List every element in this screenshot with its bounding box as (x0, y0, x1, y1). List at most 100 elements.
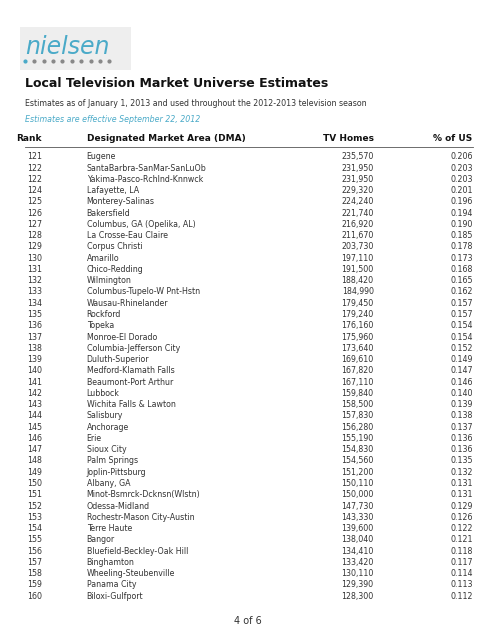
Text: La Crosse-Eau Claire: La Crosse-Eau Claire (87, 231, 168, 240)
Text: 134: 134 (27, 299, 42, 308)
Text: 0.168: 0.168 (450, 265, 473, 274)
Text: 0.165: 0.165 (450, 276, 473, 285)
Text: Joplin-Pittsburg: Joplin-Pittsburg (87, 468, 146, 477)
Text: Columbus, GA (Opelika, AL): Columbus, GA (Opelika, AL) (87, 220, 195, 229)
Text: Minot-Bsmrck-Dcknsn(Wlstn): Minot-Bsmrck-Dcknsn(Wlstn) (87, 490, 200, 499)
Text: 0.194: 0.194 (450, 209, 473, 218)
Text: 159: 159 (27, 580, 42, 589)
Text: 147,730: 147,730 (342, 502, 374, 511)
Text: Eugene: Eugene (87, 152, 116, 161)
Text: 221,740: 221,740 (342, 209, 374, 218)
Text: 0.113: 0.113 (450, 580, 473, 589)
Text: 0.149: 0.149 (450, 355, 473, 364)
Text: 224,240: 224,240 (342, 197, 374, 206)
Text: 157: 157 (27, 558, 42, 567)
Text: 0.140: 0.140 (450, 389, 473, 398)
Text: 159,840: 159,840 (342, 389, 374, 398)
Text: SantaBarbra-SanMar-SanLuOb: SantaBarbra-SanMar-SanLuOb (87, 164, 206, 173)
Text: 0.147: 0.147 (450, 366, 473, 375)
Text: Wilmington: Wilmington (87, 276, 132, 285)
Text: 0.173: 0.173 (450, 253, 473, 262)
Text: Estimates are effective September 22, 2012: Estimates are effective September 22, 20… (25, 115, 200, 124)
Text: 203,730: 203,730 (342, 243, 374, 252)
Text: 0.157: 0.157 (450, 299, 473, 308)
Text: 147: 147 (27, 445, 42, 454)
Text: Salisbury: Salisbury (87, 412, 123, 420)
Text: 0.185: 0.185 (450, 231, 473, 240)
Text: 157,830: 157,830 (342, 412, 374, 420)
Text: 0.146: 0.146 (450, 378, 473, 387)
Text: 138: 138 (27, 344, 42, 353)
Text: Bakersfield: Bakersfield (87, 209, 130, 218)
Text: 138,040: 138,040 (342, 535, 374, 544)
Text: 122: 122 (27, 175, 42, 184)
Text: 122: 122 (27, 164, 42, 173)
Text: Rockford: Rockford (87, 310, 121, 319)
Text: Wheeling-Steubenville: Wheeling-Steubenville (87, 569, 175, 578)
Text: 124: 124 (27, 186, 42, 195)
Text: 143: 143 (27, 400, 42, 409)
Text: 0.201: 0.201 (450, 186, 473, 195)
Text: 0.132: 0.132 (450, 468, 473, 477)
Text: 130,110: 130,110 (342, 569, 374, 578)
Text: 0.136: 0.136 (450, 445, 473, 454)
Text: 216,920: 216,920 (342, 220, 374, 229)
Text: 0.117: 0.117 (450, 558, 473, 567)
Text: Bluefield-Beckley-Oak Hill: Bluefield-Beckley-Oak Hill (87, 547, 188, 556)
Text: 0.135: 0.135 (450, 456, 473, 465)
Text: 169,610: 169,610 (342, 355, 374, 364)
Text: 175,960: 175,960 (342, 333, 374, 342)
Text: 0.154: 0.154 (450, 333, 473, 342)
Text: 154,560: 154,560 (342, 456, 374, 465)
Text: 128,300: 128,300 (342, 591, 374, 600)
Text: Anchorage: Anchorage (87, 422, 129, 431)
Text: 0.112: 0.112 (450, 591, 473, 600)
Text: % of US: % of US (434, 134, 473, 143)
Text: Rochestr-Mason City-Austin: Rochestr-Mason City-Austin (87, 513, 194, 522)
Text: Wichita Falls & Lawton: Wichita Falls & Lawton (87, 400, 176, 409)
Text: 167,110: 167,110 (342, 378, 374, 387)
Text: 145: 145 (27, 422, 42, 431)
Text: 179,450: 179,450 (342, 299, 374, 308)
Text: Beaumont-Port Arthur: Beaumont-Port Arthur (87, 378, 173, 387)
Text: 155: 155 (27, 535, 42, 544)
Text: Columbus-Tupelo-W Pnt-Hstn: Columbus-Tupelo-W Pnt-Hstn (87, 287, 200, 296)
Text: 140: 140 (27, 366, 42, 375)
Text: 0.129: 0.129 (450, 502, 473, 511)
Text: 154,830: 154,830 (342, 445, 374, 454)
Text: 128: 128 (27, 231, 42, 240)
Text: 167,820: 167,820 (342, 366, 374, 375)
Text: 0.118: 0.118 (450, 547, 473, 556)
Text: 137: 137 (27, 333, 42, 342)
Text: 136: 136 (27, 321, 42, 330)
Text: 149: 149 (27, 468, 42, 477)
Text: 150,110: 150,110 (342, 479, 374, 488)
Text: 160: 160 (27, 591, 42, 600)
Text: Terre Haute: Terre Haute (87, 524, 132, 533)
Text: 135: 135 (27, 310, 42, 319)
Text: 156: 156 (27, 547, 42, 556)
Text: 0.139: 0.139 (450, 400, 473, 409)
Text: 0.178: 0.178 (450, 243, 473, 252)
Text: 0.203: 0.203 (450, 175, 473, 184)
Text: 0.162: 0.162 (450, 287, 473, 296)
Text: 139: 139 (27, 355, 42, 364)
Text: 0.138: 0.138 (450, 412, 473, 420)
Text: 144: 144 (27, 412, 42, 420)
Text: 148: 148 (27, 456, 42, 465)
Text: Medford-Klamath Falls: Medford-Klamath Falls (87, 366, 174, 375)
Text: Odessa-Midland: Odessa-Midland (87, 502, 150, 511)
Text: Binghamton: Binghamton (87, 558, 135, 567)
Text: 0.126: 0.126 (450, 513, 473, 522)
Text: Corpus Christi: Corpus Christi (87, 243, 142, 252)
Text: 0.131: 0.131 (450, 490, 473, 499)
Text: Rank: Rank (16, 134, 42, 143)
Text: 154: 154 (27, 524, 42, 533)
Text: 127: 127 (27, 220, 42, 229)
Text: Panama City: Panama City (87, 580, 136, 589)
Text: 0.157: 0.157 (450, 310, 473, 319)
Text: 139,600: 139,600 (342, 524, 374, 533)
Text: Monroe-El Dorado: Monroe-El Dorado (87, 333, 157, 342)
Text: Designated Market Area (DMA): Designated Market Area (DMA) (87, 134, 246, 143)
Text: 229,320: 229,320 (342, 186, 374, 195)
